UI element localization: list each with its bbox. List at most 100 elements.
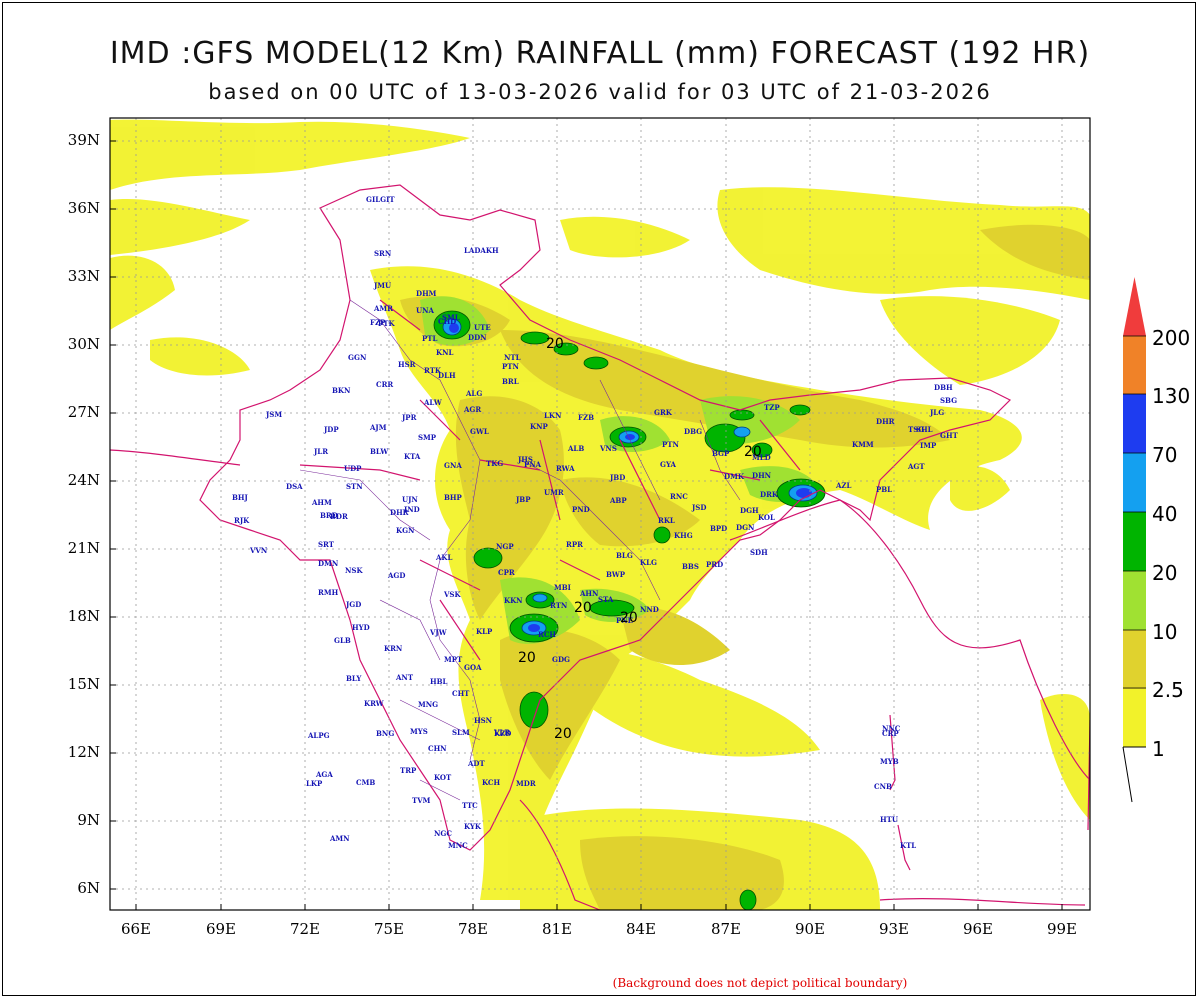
station-label: TZP: [764, 403, 780, 412]
station-label: SMP: [418, 433, 437, 442]
station-label: DRK: [760, 490, 779, 499]
station-label: DLH: [438, 371, 456, 380]
station-label: RJK: [234, 516, 250, 525]
station-label: HSR: [398, 360, 416, 369]
station-label: AMR: [373, 304, 393, 313]
station-label: AMN: [329, 834, 350, 843]
station-label: TRP: [400, 766, 417, 775]
station-label: DGH: [740, 506, 759, 515]
station-label: JBD: [609, 473, 625, 482]
contour-label: 20: [518, 650, 536, 666]
lat-label: 27N: [67, 403, 100, 421]
station-label: ABP: [609, 496, 627, 505]
legend-swatch: [1123, 394, 1146, 453]
station-label: PTK: [378, 319, 395, 328]
station-label: GNA: [444, 461, 462, 470]
station-label: GOA: [464, 663, 482, 672]
station-label: IMP: [920, 441, 937, 450]
station-label: SLM: [452, 728, 470, 737]
station-label: KKN: [504, 596, 523, 605]
station-label: JGD: [345, 600, 361, 609]
station-label: DSA: [286, 482, 303, 491]
station-label: SRT: [318, 540, 335, 549]
contour-label: 20: [546, 336, 564, 352]
station-label: ALB: [567, 444, 584, 453]
station-label: KTA: [404, 452, 421, 461]
station-label: PTN: [502, 362, 519, 371]
station-label: CNB: [874, 782, 892, 791]
station-label: RTN: [550, 601, 568, 610]
station-label: RCH: [538, 630, 556, 639]
station-label: BBS: [682, 562, 699, 571]
station-label: KLG: [640, 558, 657, 567]
lon-label: 78E: [457, 920, 489, 938]
station-label: UJN: [402, 495, 418, 504]
station-label: BGP: [712, 449, 730, 458]
contour-label: 20: [744, 444, 762, 460]
station-label: BPD: [710, 524, 727, 533]
station-label: KOT: [434, 773, 452, 782]
lat-label: 6N: [77, 879, 100, 897]
station-label: BWP: [606, 570, 626, 579]
station-label: NGC: [434, 829, 452, 838]
station-label: RNC: [670, 492, 688, 501]
station-label: KNP: [530, 422, 548, 431]
station-label: PNA: [524, 460, 542, 469]
legend-label: 20: [1152, 561, 1178, 585]
rain-band-2_5mm: [400, 224, 1090, 910]
station-label: KHG: [674, 531, 693, 540]
legend-swatch: [1123, 336, 1146, 394]
station-label: JMU: [373, 281, 391, 290]
station-label: NNC: [882, 724, 901, 733]
station-label: KNL: [436, 348, 453, 357]
station-label: BHJ: [232, 493, 249, 502]
station-label: JSD: [691, 503, 706, 512]
station-label: FZB: [578, 413, 594, 422]
lat-label: 9N: [77, 811, 100, 829]
station-label: GHT: [940, 431, 959, 440]
station-label: SRN: [374, 249, 392, 258]
station-label: HTU: [880, 815, 898, 824]
station-label: CHT: [452, 689, 470, 698]
legend-swatch: [1123, 571, 1146, 630]
station-label: AZL: [835, 481, 852, 490]
station-label: VLR: [493, 728, 510, 737]
station-label: MBI: [554, 583, 571, 592]
station-label: DBG: [684, 427, 702, 436]
station-label: SHL: [916, 425, 933, 434]
station-label: HYD: [352, 623, 370, 632]
legend-arrow-bottom: [1122, 746, 1146, 803]
station-label: RTK: [424, 366, 442, 375]
legend-label: 40: [1152, 502, 1178, 526]
station-label: JLR: [313, 447, 328, 456]
station-label: KMM: [852, 440, 874, 449]
station-label: VVN: [249, 546, 268, 555]
station-label: MLD: [752, 453, 771, 462]
station-label: GYA: [660, 460, 677, 469]
station-label: GRK: [654, 408, 673, 417]
station-label: UTE: [474, 323, 491, 332]
station-label: PND: [572, 505, 590, 514]
lon-label: 84E: [625, 920, 657, 938]
station-label: DGN: [736, 523, 755, 532]
station-label: UDP: [344, 464, 362, 473]
station-label: AGR: [463, 405, 481, 414]
station-label: KTL: [900, 841, 916, 850]
station-label: AGA: [315, 770, 333, 779]
station-label: BNG: [376, 729, 394, 738]
station-label: CRP: [882, 729, 899, 738]
station-label: KCH: [482, 778, 500, 787]
grid-lines: [110, 118, 1090, 910]
station-label: JPR: [401, 413, 417, 422]
station-label: NSK: [345, 566, 363, 575]
lon-label: 72E: [289, 920, 321, 938]
boundary-lines: [110, 184, 1090, 910]
station-label: AJM: [369, 423, 387, 432]
station-label: MPT: [444, 655, 463, 664]
station-label: MNG: [418, 700, 438, 709]
lat-label: 12N: [67, 743, 100, 761]
legend-label: 70: [1152, 443, 1178, 467]
station-label: NND: [640, 605, 659, 614]
station-label: NGP: [496, 542, 514, 551]
